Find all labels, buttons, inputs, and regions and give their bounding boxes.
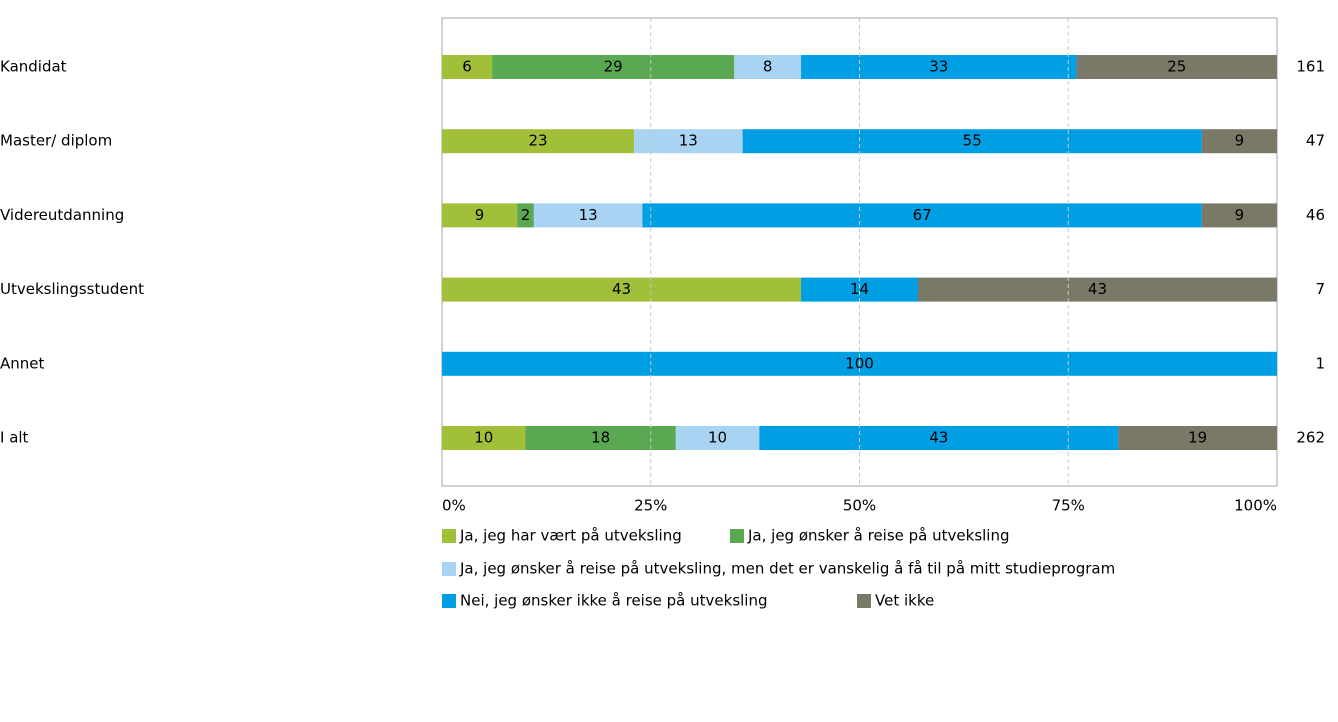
data-label: 9	[475, 206, 485, 224]
x-tick-label: 0%	[442, 497, 466, 515]
data-label: 18	[591, 429, 610, 447]
bar-segment	[634, 129, 743, 154]
total-label: 7	[1315, 280, 1325, 298]
category-label: Utvekslingsstudent	[0, 280, 144, 298]
data-label: 25	[1167, 58, 1186, 76]
x-tick-label: 25%	[634, 497, 667, 515]
bar-segment	[801, 55, 1077, 79]
legend-swatch	[442, 594, 456, 608]
bar-segment	[642, 203, 1202, 228]
data-label: 29	[604, 58, 623, 76]
data-label: 23	[528, 132, 547, 150]
legend-label: Ja, jeg ønsker å reise på utveksling	[747, 527, 1010, 545]
total-label: 161	[1296, 58, 1325, 76]
legend-swatch	[857, 594, 871, 608]
x-tick-label: 75%	[1052, 497, 1085, 515]
bar-segment	[442, 55, 493, 79]
bar-segment	[734, 55, 802, 79]
legend-label: Ja, jeg har vært på utveksling	[459, 527, 682, 545]
category-label: Master/ diplom	[0, 132, 112, 150]
bar-segment	[917, 277, 1277, 302]
legend-label: Vet ikke	[875, 592, 934, 610]
data-label: 13	[579, 206, 598, 224]
data-label: 33	[929, 58, 948, 76]
data-label: 2	[521, 206, 531, 224]
bar-segment	[801, 277, 918, 302]
total-label: 46	[1306, 206, 1325, 224]
data-label: 43	[1088, 280, 1107, 298]
data-label: 10	[474, 429, 493, 447]
x-tick-label: 50%	[843, 497, 876, 515]
bar-segment	[1201, 129, 1277, 154]
legend-swatch	[730, 529, 744, 543]
data-label: 43	[929, 429, 948, 447]
category-label: I alt	[0, 429, 29, 447]
total-label: 47	[1306, 132, 1325, 150]
bar-segment	[517, 203, 534, 228]
data-label: 8	[763, 58, 773, 76]
bar-segment	[442, 426, 526, 450]
category-label: Annet	[0, 354, 45, 372]
data-label: 19	[1188, 429, 1207, 447]
x-tick-label: 100%	[1234, 497, 1277, 515]
category-label: Kandidat	[0, 58, 67, 76]
total-label: 262	[1296, 429, 1325, 447]
bar-segment	[533, 203, 643, 228]
data-label: 6	[462, 58, 472, 76]
bar-segment	[442, 129, 635, 154]
bar-segment	[1118, 426, 1277, 450]
bar-segment	[1201, 203, 1277, 228]
total-label: 1	[1315, 354, 1325, 372]
legend-swatch	[442, 562, 456, 576]
data-label: 10	[708, 429, 727, 447]
data-label: 9	[1235, 206, 1245, 224]
bar-segment	[675, 426, 760, 450]
legend-swatch	[442, 529, 456, 543]
bar-segment	[759, 426, 1119, 450]
bar-segment	[1076, 55, 1277, 79]
bar-segment	[492, 55, 735, 79]
data-label: 9	[1235, 132, 1245, 150]
bar-segment	[442, 277, 802, 302]
legend-label: Nei, jeg ønsker ikke å reise på utveksli…	[460, 592, 768, 610]
data-label: 43	[612, 280, 631, 298]
bar-segment	[742, 129, 1202, 154]
data-label: 13	[679, 132, 698, 150]
legend-label: Ja, jeg ønsker å reise på utveksling, me…	[459, 560, 1115, 578]
category-label: Videreutdanning	[0, 206, 124, 224]
bar-segment	[442, 203, 518, 228]
data-label: 14	[850, 280, 869, 298]
data-label: 67	[913, 206, 932, 224]
data-label: 55	[963, 132, 982, 150]
